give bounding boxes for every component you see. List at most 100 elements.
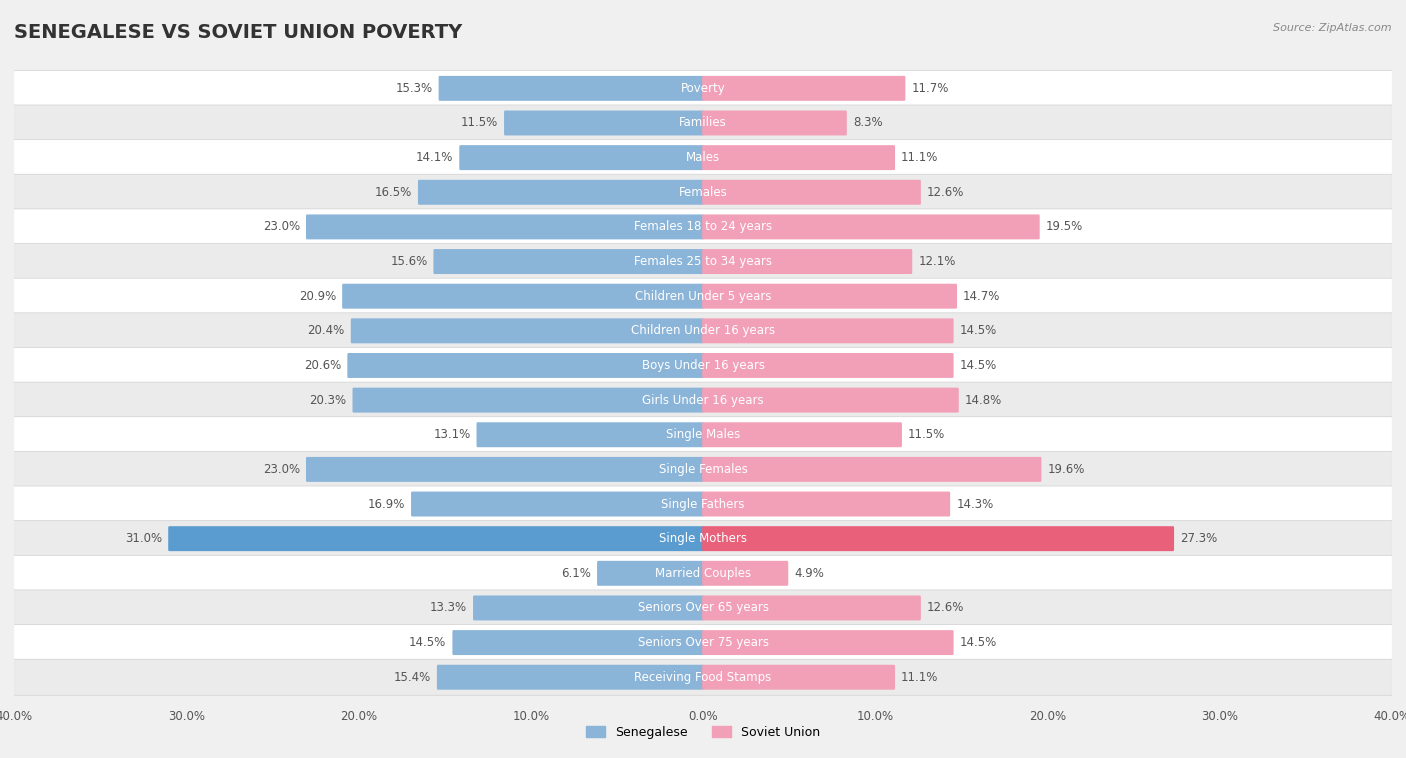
Text: Single Females: Single Females <box>658 463 748 476</box>
FancyBboxPatch shape <box>14 209 1392 245</box>
FancyBboxPatch shape <box>14 174 1392 210</box>
FancyBboxPatch shape <box>702 180 921 205</box>
Text: 14.1%: 14.1% <box>416 151 453 164</box>
FancyBboxPatch shape <box>702 596 921 620</box>
FancyBboxPatch shape <box>433 249 704 274</box>
Text: 12.6%: 12.6% <box>927 601 965 615</box>
FancyBboxPatch shape <box>353 387 704 412</box>
FancyBboxPatch shape <box>702 283 957 309</box>
Text: 12.6%: 12.6% <box>927 186 965 199</box>
FancyBboxPatch shape <box>411 491 704 516</box>
Text: 11.5%: 11.5% <box>461 117 498 130</box>
Text: Families: Families <box>679 117 727 130</box>
FancyBboxPatch shape <box>702 561 789 586</box>
FancyBboxPatch shape <box>439 76 704 101</box>
Text: 20.4%: 20.4% <box>308 324 344 337</box>
Text: 15.4%: 15.4% <box>394 671 430 684</box>
FancyBboxPatch shape <box>307 457 704 482</box>
FancyBboxPatch shape <box>437 665 704 690</box>
FancyBboxPatch shape <box>14 521 1392 556</box>
FancyBboxPatch shape <box>702 630 953 655</box>
FancyBboxPatch shape <box>418 180 704 205</box>
Text: Males: Males <box>686 151 720 164</box>
Text: 6.1%: 6.1% <box>561 567 591 580</box>
FancyBboxPatch shape <box>505 111 704 136</box>
FancyBboxPatch shape <box>14 486 1392 522</box>
Text: 13.3%: 13.3% <box>430 601 467 615</box>
Text: Single Males: Single Males <box>666 428 740 441</box>
Text: 20.9%: 20.9% <box>299 290 336 302</box>
Text: 11.1%: 11.1% <box>901 671 938 684</box>
Legend: Senegalese, Soviet Union: Senegalese, Soviet Union <box>581 721 825 744</box>
Text: 16.9%: 16.9% <box>367 497 405 511</box>
Text: 15.3%: 15.3% <box>395 82 433 95</box>
Text: Children Under 16 years: Children Under 16 years <box>631 324 775 337</box>
Text: Single Mothers: Single Mothers <box>659 532 747 545</box>
FancyBboxPatch shape <box>342 283 704 309</box>
FancyBboxPatch shape <box>702 387 959 412</box>
FancyBboxPatch shape <box>14 243 1392 280</box>
Text: Seniors Over 65 years: Seniors Over 65 years <box>637 601 769 615</box>
FancyBboxPatch shape <box>14 139 1392 176</box>
Text: Girls Under 16 years: Girls Under 16 years <box>643 393 763 406</box>
Text: Females: Females <box>679 186 727 199</box>
FancyBboxPatch shape <box>14 70 1392 106</box>
Text: 16.5%: 16.5% <box>374 186 412 199</box>
Text: SENEGALESE VS SOVIET UNION POVERTY: SENEGALESE VS SOVIET UNION POVERTY <box>14 23 463 42</box>
FancyBboxPatch shape <box>350 318 704 343</box>
FancyBboxPatch shape <box>14 556 1392 591</box>
Text: 14.3%: 14.3% <box>956 497 994 511</box>
Text: 19.6%: 19.6% <box>1047 463 1085 476</box>
FancyBboxPatch shape <box>14 625 1392 661</box>
Text: 23.0%: 23.0% <box>263 463 299 476</box>
FancyBboxPatch shape <box>702 457 1042 482</box>
Text: 8.3%: 8.3% <box>853 117 883 130</box>
FancyBboxPatch shape <box>477 422 704 447</box>
FancyBboxPatch shape <box>307 215 704 240</box>
FancyBboxPatch shape <box>14 451 1392 487</box>
Text: 11.7%: 11.7% <box>911 82 949 95</box>
FancyBboxPatch shape <box>702 249 912 274</box>
Text: Children Under 5 years: Children Under 5 years <box>634 290 772 302</box>
FancyBboxPatch shape <box>460 146 704 170</box>
FancyBboxPatch shape <box>169 526 704 551</box>
Text: 31.0%: 31.0% <box>125 532 162 545</box>
Text: 14.5%: 14.5% <box>960 636 997 649</box>
FancyBboxPatch shape <box>14 313 1392 349</box>
FancyBboxPatch shape <box>702 422 901 447</box>
Text: Seniors Over 75 years: Seniors Over 75 years <box>637 636 769 649</box>
FancyBboxPatch shape <box>702 215 1039 240</box>
FancyBboxPatch shape <box>702 111 846 136</box>
Text: Single Fathers: Single Fathers <box>661 497 745 511</box>
Text: 23.0%: 23.0% <box>263 221 299 233</box>
FancyBboxPatch shape <box>702 76 905 101</box>
Text: 11.1%: 11.1% <box>901 151 938 164</box>
FancyBboxPatch shape <box>14 417 1392 453</box>
FancyBboxPatch shape <box>14 105 1392 141</box>
Text: Poverty: Poverty <box>681 82 725 95</box>
Text: Receiving Food Stamps: Receiving Food Stamps <box>634 671 772 684</box>
Text: 14.7%: 14.7% <box>963 290 1001 302</box>
Text: 27.3%: 27.3% <box>1180 532 1218 545</box>
FancyBboxPatch shape <box>14 278 1392 315</box>
Text: 13.1%: 13.1% <box>433 428 471 441</box>
FancyBboxPatch shape <box>453 630 704 655</box>
Text: 14.8%: 14.8% <box>965 393 1002 406</box>
FancyBboxPatch shape <box>14 659 1392 695</box>
Text: Females 25 to 34 years: Females 25 to 34 years <box>634 255 772 268</box>
FancyBboxPatch shape <box>472 596 704 620</box>
Text: 11.5%: 11.5% <box>908 428 945 441</box>
Text: 20.3%: 20.3% <box>309 393 346 406</box>
FancyBboxPatch shape <box>702 526 1174 551</box>
FancyBboxPatch shape <box>14 347 1392 384</box>
FancyBboxPatch shape <box>702 353 953 378</box>
FancyBboxPatch shape <box>598 561 704 586</box>
FancyBboxPatch shape <box>702 146 896 170</box>
Text: 4.9%: 4.9% <box>794 567 824 580</box>
FancyBboxPatch shape <box>702 318 953 343</box>
Text: Source: ZipAtlas.com: Source: ZipAtlas.com <box>1274 23 1392 33</box>
Text: Boys Under 16 years: Boys Under 16 years <box>641 359 765 372</box>
FancyBboxPatch shape <box>702 665 896 690</box>
FancyBboxPatch shape <box>347 353 704 378</box>
FancyBboxPatch shape <box>702 491 950 516</box>
